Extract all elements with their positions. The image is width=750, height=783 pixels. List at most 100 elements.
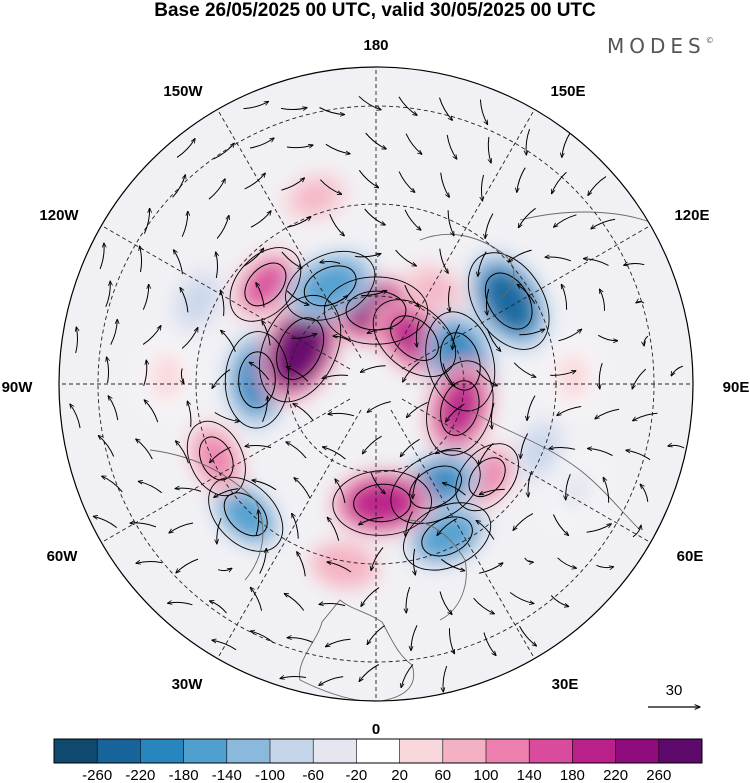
longitude-label: 120W <box>39 207 79 224</box>
anomaly-contour <box>403 502 492 571</box>
wind-arrow <box>371 547 384 571</box>
wind-arrow <box>326 638 351 646</box>
wind-arrow <box>557 406 582 416</box>
wind-arrow <box>435 447 461 453</box>
wind-arrow <box>439 97 453 121</box>
wind-arrow <box>598 334 617 340</box>
wind-arrow <box>479 99 487 125</box>
colorbar-tick-label: -20 <box>346 767 368 783</box>
wind-arrow <box>142 284 148 310</box>
colorbar-swatch <box>572 739 616 763</box>
wind-arrow <box>448 285 450 312</box>
colorbar-tick-label: 220 <box>603 767 628 783</box>
longitude-labels: 180 150E 120E 90E 60E 30E 0 30W 60W 90W 120W 150W <box>2 37 750 738</box>
wind-arrow <box>355 254 381 258</box>
wind-arrow <box>245 445 272 449</box>
wind-arrow <box>588 449 613 456</box>
wind-arrow <box>99 243 104 270</box>
anomaly-blob <box>350 482 414 524</box>
wind-arrow <box>486 328 500 351</box>
wind-arrow <box>476 521 495 540</box>
anomaly-contour <box>208 476 284 552</box>
anomaly-contour <box>224 331 290 429</box>
wind-arrow <box>244 248 263 267</box>
anomaly-contour <box>467 252 550 350</box>
wind-arrow <box>416 320 420 347</box>
colorbar-tick-label: 260 <box>646 767 671 783</box>
wind-arrow <box>176 558 199 573</box>
wind-arrow <box>632 368 647 389</box>
wind-arrow <box>292 513 299 539</box>
anomaly-contour <box>223 492 268 537</box>
wind-arrow <box>176 139 195 158</box>
wind-arrow <box>596 564 613 567</box>
wind-arrow <box>102 476 123 493</box>
wind-arrow <box>483 632 496 656</box>
wind-arrow <box>105 281 111 307</box>
wind-arrow <box>478 251 487 277</box>
wind-arrow <box>324 296 348 307</box>
wind-arrow <box>519 625 537 646</box>
longitude-label: 150W <box>163 83 203 100</box>
wind-arrow <box>327 562 352 573</box>
wind-arrow <box>216 252 218 279</box>
anomaly-blob <box>560 471 592 510</box>
wind-arrow <box>250 587 263 611</box>
colorbar-tick-label: 20 <box>391 767 408 783</box>
wind-arrow <box>280 676 307 678</box>
brand-logo: MODES© <box>607 34 714 58</box>
wind-arrow <box>600 289 606 311</box>
wind-arrow <box>561 284 568 310</box>
anomaly-contour <box>439 332 481 391</box>
wind-arrow <box>210 601 227 614</box>
wind-arrow <box>359 664 380 682</box>
wind-arrow <box>294 478 311 499</box>
wind-arrow <box>220 290 225 316</box>
wind-arrow <box>142 326 161 345</box>
colorbar-frame <box>53 738 703 764</box>
anomaly-contour <box>276 317 325 380</box>
anomaly-contour <box>426 360 494 456</box>
wind-arrow <box>439 248 448 274</box>
wind-arrow <box>439 591 452 615</box>
wind-arrow <box>286 367 309 382</box>
anomaly-contour <box>353 483 412 523</box>
wind-arrow <box>217 518 222 544</box>
wind-arrow <box>287 217 311 228</box>
longitude-label: 180 <box>363 37 388 54</box>
height-anomaly-field <box>143 171 602 593</box>
anomaly-blob <box>415 272 456 307</box>
wind-arrow <box>406 586 411 613</box>
wind-arrow <box>485 213 494 239</box>
wind-arrow <box>243 101 269 110</box>
wind-arrow <box>520 433 529 459</box>
longitude-label: 90E <box>723 379 750 396</box>
wind-arrow <box>519 329 544 336</box>
colorbar-swatch <box>356 739 400 763</box>
wind-arrow <box>367 625 386 645</box>
wind-reference-vector: 30 <box>648 682 700 707</box>
wind-arrow <box>550 371 576 376</box>
anomaly-contour <box>468 457 506 498</box>
colorbar-swatch <box>442 739 487 763</box>
wind-arrow <box>244 173 266 190</box>
wind-arrow <box>398 96 417 116</box>
wind-arrow <box>140 246 142 273</box>
wind-arrow <box>136 561 163 563</box>
meridian-line <box>217 409 362 659</box>
wind-arrow <box>367 401 391 413</box>
wind-arrow <box>644 335 649 346</box>
wind-arrow <box>329 214 345 236</box>
anomaly-blob <box>320 549 368 582</box>
wind-arrow <box>398 171 415 193</box>
wind-arrow <box>440 558 464 570</box>
wind-arrow <box>168 602 193 606</box>
anomaly-blob <box>558 357 587 398</box>
wind-arrow <box>552 514 568 536</box>
wind-arrow <box>249 138 274 149</box>
anomaly-blob <box>522 427 557 473</box>
anomaly-blob <box>152 356 181 397</box>
wind-arrow <box>284 594 305 611</box>
wind-arrow <box>517 167 526 193</box>
